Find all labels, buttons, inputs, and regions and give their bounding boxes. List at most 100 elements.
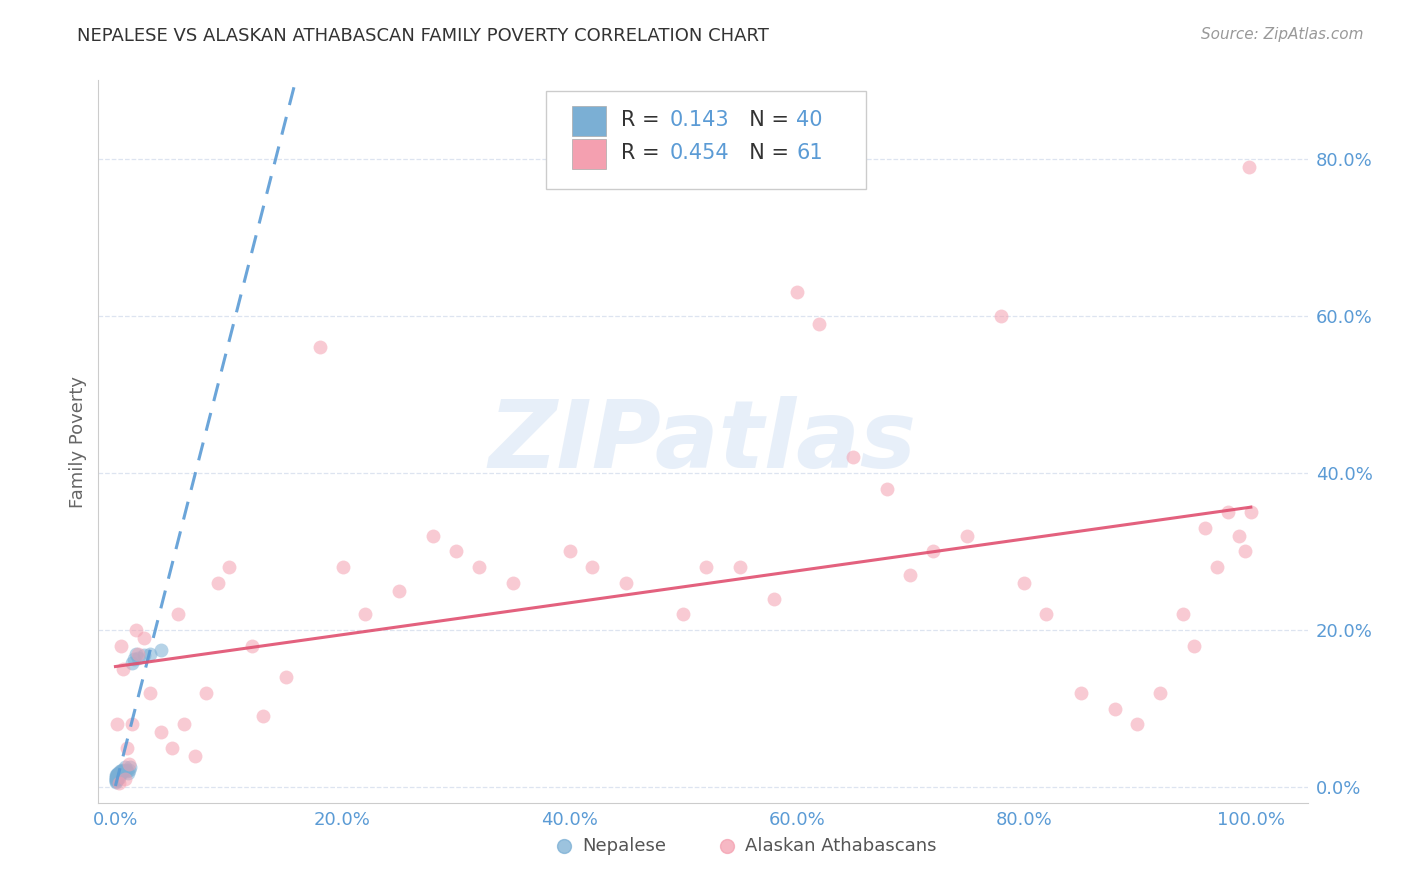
Point [252,709,274,723]
Point [118,763,141,777]
Point [112,662,135,676]
Point [105,772,128,786]
Point [1035,607,1057,622]
Point [1234,544,1257,558]
Point [114,760,136,774]
Point [121,656,143,670]
Text: 0.143: 0.143 [669,110,728,130]
Text: R =: R = [621,144,666,163]
Point [110,766,132,780]
Point [121,717,143,731]
Point [762,591,785,606]
Point [108,771,131,785]
Point [207,575,229,590]
Point [132,648,155,662]
Point [110,639,132,653]
Point [1237,160,1260,174]
Point [1229,529,1251,543]
Point [127,650,149,665]
Point [898,568,921,582]
Point [581,560,603,574]
Text: N =: N = [735,110,796,130]
Point [167,607,190,622]
Point [115,740,138,755]
Point [117,766,139,780]
Text: Source: ZipAtlas.com: Source: ZipAtlas.com [1201,27,1364,42]
Point [112,764,135,779]
Point [122,652,145,666]
Point [728,560,751,574]
FancyBboxPatch shape [572,105,606,136]
Point [786,285,808,300]
Point [1104,701,1126,715]
Point [332,560,354,574]
Point [107,767,129,781]
Point [105,767,128,781]
Point [108,767,131,781]
Point [125,647,148,661]
Point [104,771,127,785]
Point [195,686,218,700]
Point [105,717,128,731]
Point [127,647,149,661]
Text: 61: 61 [796,144,823,163]
Point [114,763,136,777]
Point [614,575,637,590]
Text: 40: 40 [796,110,823,130]
Point [125,623,148,637]
Point [558,544,581,558]
Point [107,771,129,785]
Text: R =: R = [621,110,666,130]
Point [149,725,172,739]
Point [388,583,411,598]
Point [1126,717,1149,731]
Point [105,772,128,787]
Point [105,772,128,787]
Point [990,309,1012,323]
Point [184,748,207,763]
Point [502,575,524,590]
Point [1216,505,1239,519]
Text: Alaskan Athabascans: Alaskan Athabascans [745,838,936,855]
Point [160,740,183,755]
Point [132,631,155,645]
Text: Nepalese: Nepalese [582,838,666,855]
Point [1194,521,1216,535]
Point [108,764,131,779]
Point [274,670,297,684]
Point [240,639,263,653]
Point [922,544,945,558]
Point [444,544,467,558]
Point [104,772,127,787]
Point [1012,575,1035,590]
Point [695,560,717,574]
Point [108,776,131,790]
Point [138,647,160,661]
Point [105,768,128,782]
Point [149,642,172,657]
Point [173,717,195,731]
Point [1205,560,1227,574]
Point [422,529,444,543]
Point [1069,686,1091,700]
Point [1171,607,1194,622]
Point [107,769,129,783]
Point [876,482,898,496]
Point [118,756,141,771]
Point [105,769,128,783]
Point [1182,639,1205,653]
Point [842,450,865,465]
Point [111,763,134,777]
Text: N =: N = [735,144,796,163]
Text: ZIPatlas: ZIPatlas [489,395,917,488]
Y-axis label: Family Poverty: Family Poverty [69,376,87,508]
Point [115,764,138,779]
Point [120,760,142,774]
Text: NEPALESE VS ALASKAN ATHABASCAN FAMILY POVERTY CORRELATION CHART: NEPALESE VS ALASKAN ATHABASCAN FAMILY PO… [77,27,769,45]
Point [108,766,131,780]
FancyBboxPatch shape [572,139,606,169]
Point [105,768,128,782]
Point [107,766,129,780]
Point [956,529,979,543]
Point [138,686,160,700]
